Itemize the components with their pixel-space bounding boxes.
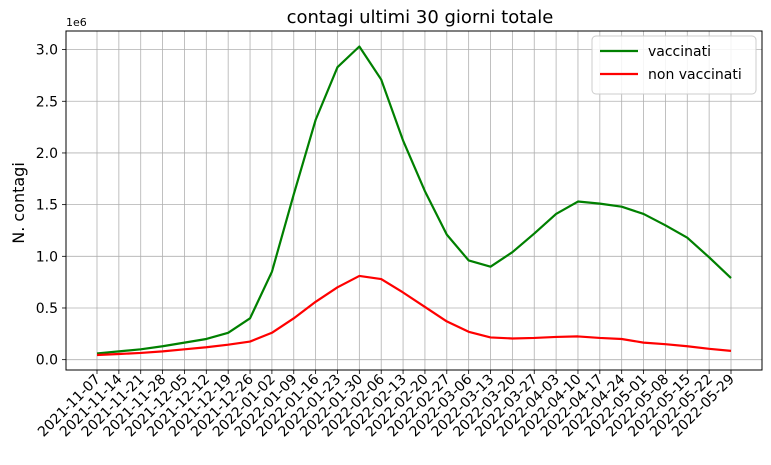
y-tick-label: 1.5 xyxy=(36,198,58,214)
y-axis-label: N. contagi xyxy=(9,162,28,244)
plot-frame xyxy=(65,30,763,371)
legend: vaccinati non vaccinati xyxy=(591,35,757,95)
grid xyxy=(66,31,762,370)
y-tick-label: 0.0 xyxy=(36,353,58,369)
y-tick-label: 2.5 xyxy=(36,94,58,110)
series-line-non-vaccinati xyxy=(96,274,732,357)
legend-label-non-vaccinati: non vaccinati xyxy=(648,67,742,83)
series-lines xyxy=(96,45,732,357)
y-tick-label: 1.0 xyxy=(36,249,58,265)
legend-label-vaccinati: vaccinati xyxy=(648,44,711,60)
chart-title: contagi ultimi 30 giorni totale xyxy=(287,7,554,28)
y-tick-label: 0.5 xyxy=(36,301,58,317)
series-line-vaccinati xyxy=(96,45,732,355)
y-offset-text: 1e6 xyxy=(66,16,87,29)
y-tick-label: 2.0 xyxy=(36,146,58,162)
y-tick-label: 3.0 xyxy=(36,43,58,59)
y-ticks: 0.0 0.5 1.0 1.5 2.0 2.5 3.0 xyxy=(36,43,66,369)
